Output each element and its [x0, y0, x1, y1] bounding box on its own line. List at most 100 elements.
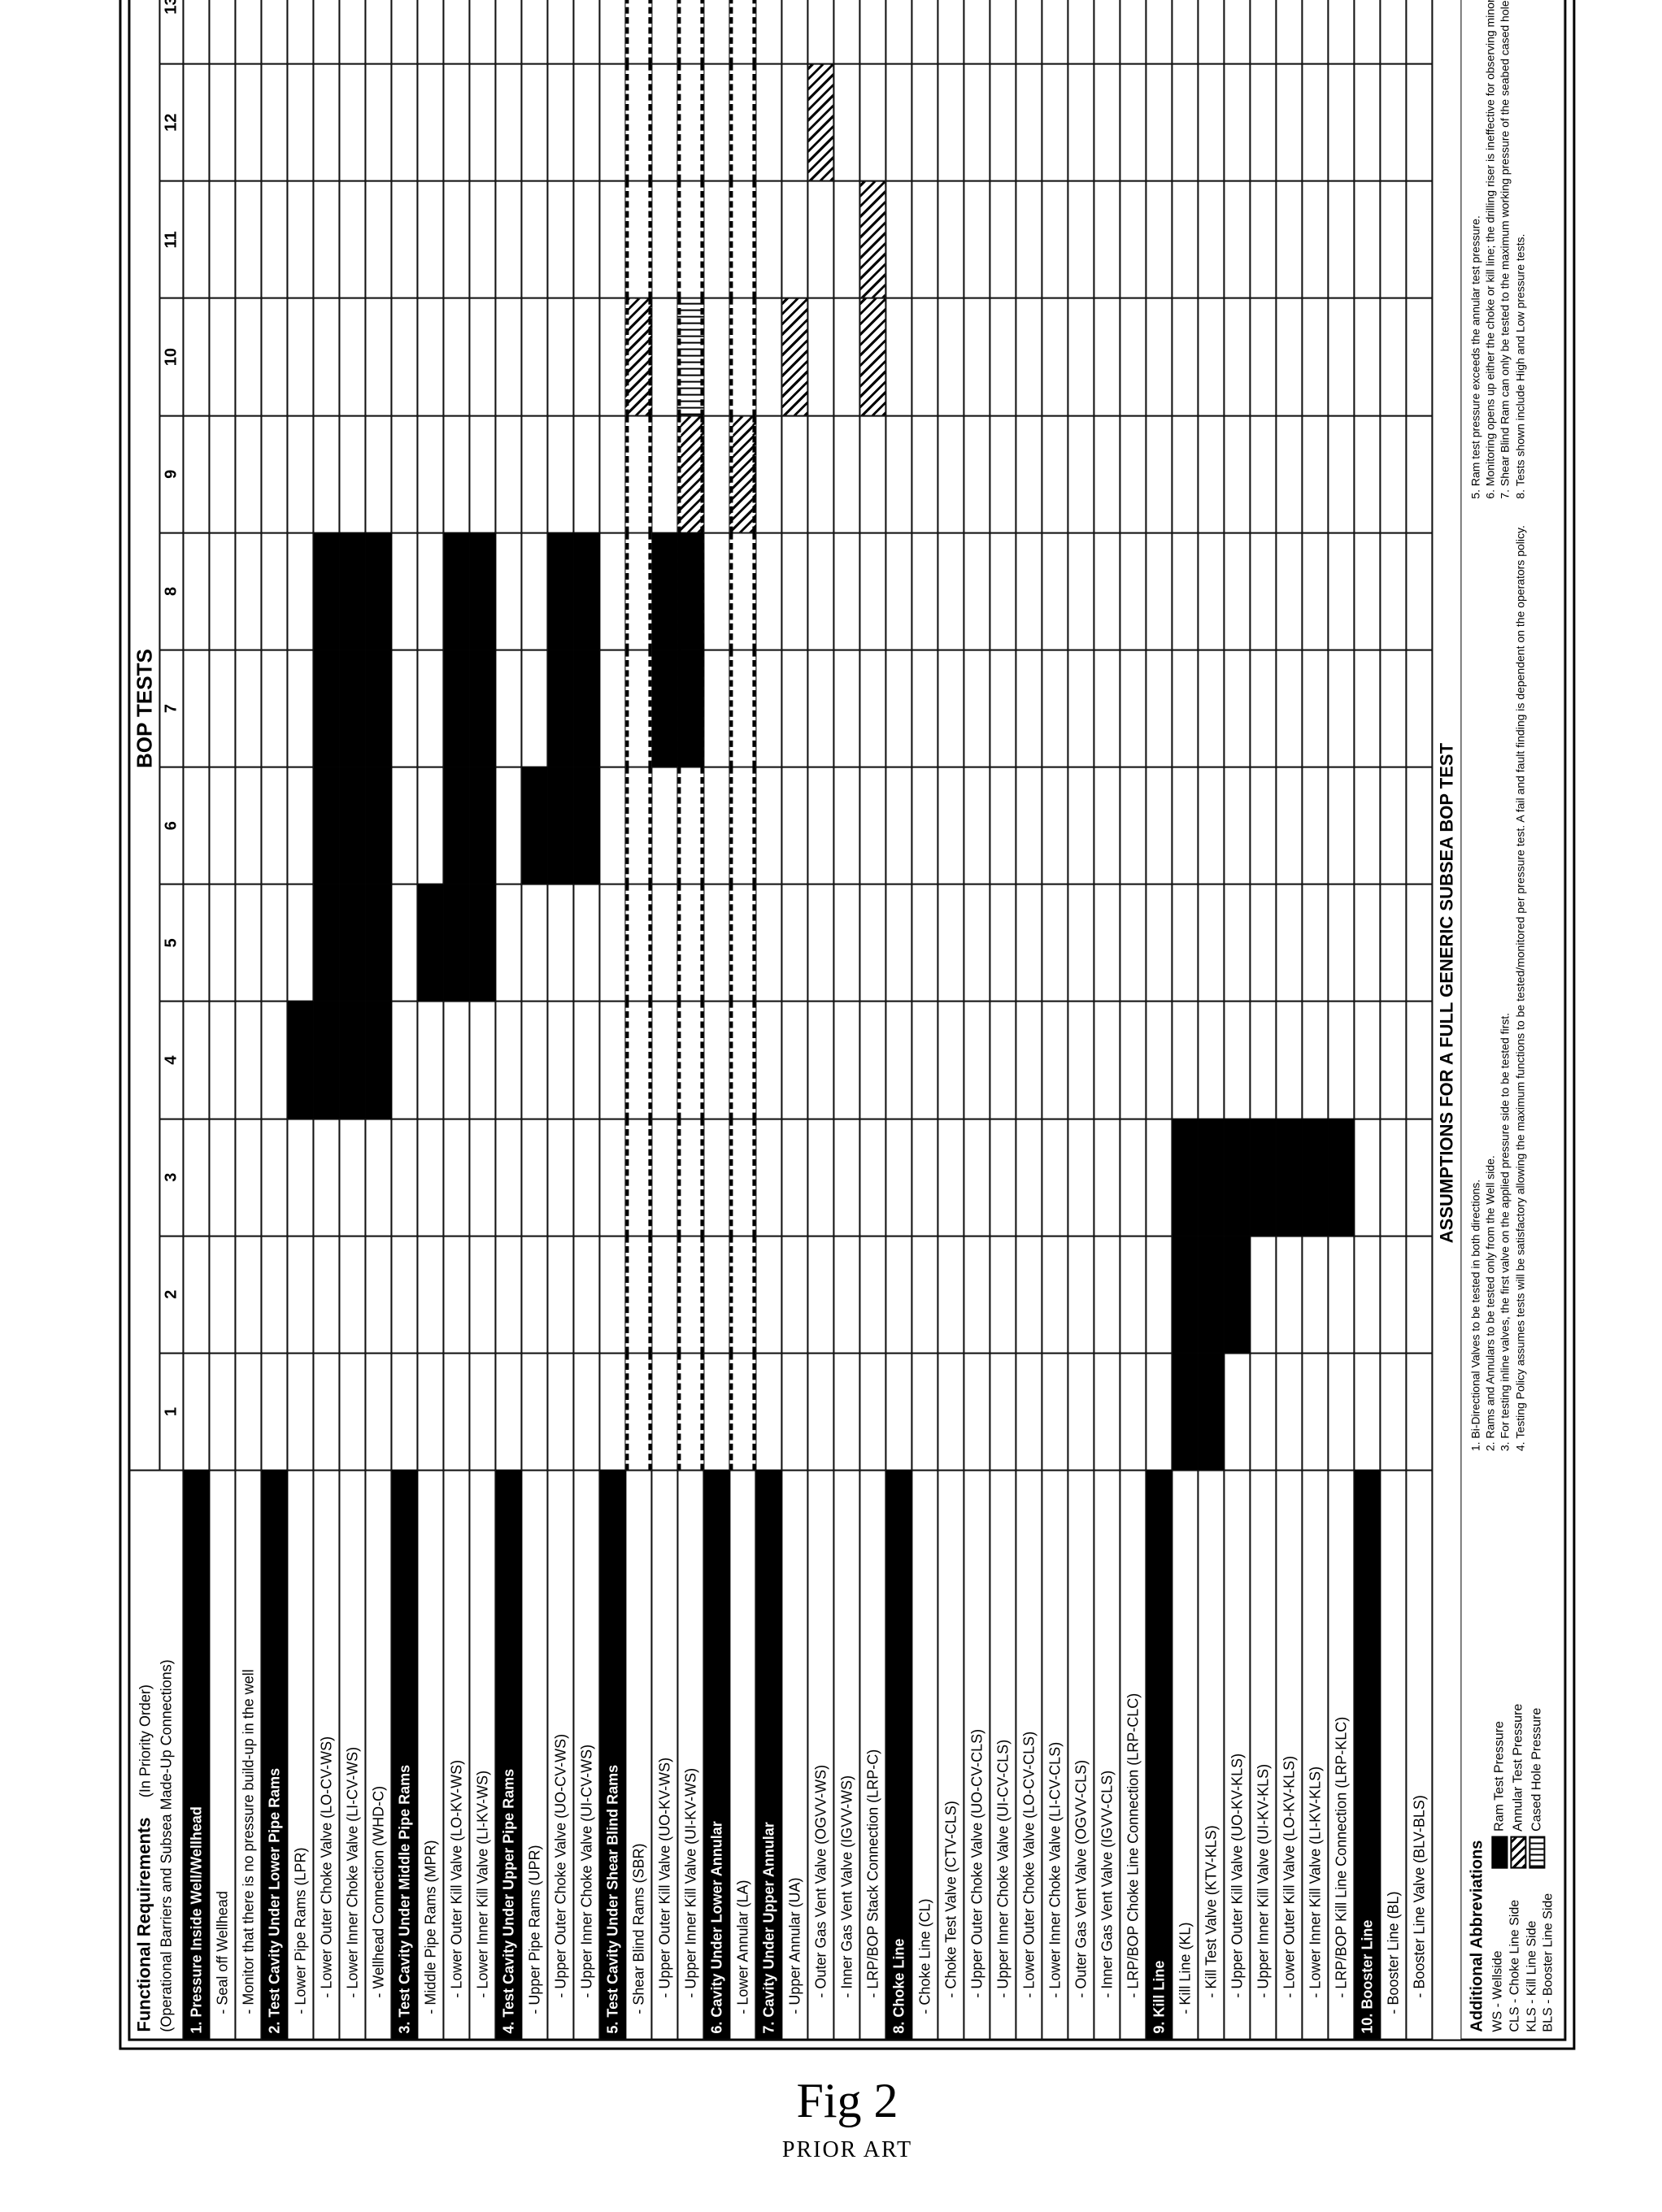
cell [391, 650, 417, 767]
cell [1406, 533, 1432, 650]
cell [1250, 1236, 1276, 1354]
cell [651, 1002, 677, 1119]
cell [1224, 650, 1250, 767]
cell [1380, 1236, 1406, 1354]
cell [938, 1002, 964, 1119]
cell [1120, 1002, 1146, 1119]
cell [183, 767, 209, 884]
cell [729, 1354, 755, 1471]
cell [625, 416, 651, 533]
cell [521, 1236, 547, 1354]
cell [495, 884, 521, 1002]
cell [209, 1002, 235, 1119]
table-row: - Seal off Wellhead [209, 0, 235, 2040]
cell [1406, 416, 1432, 533]
cell [1276, 533, 1302, 650]
row-label: - Lower Outer Kill Valve (LO-KV-WS) [443, 1471, 469, 2040]
row-cells [1016, 0, 1042, 1471]
row-cells [573, 0, 599, 1471]
cell [261, 416, 287, 533]
cell [1016, 884, 1042, 1002]
cell [495, 767, 521, 884]
table-row: - Lower Inner Choke Valve (LI-CV-WS) [339, 0, 365, 2040]
cell [287, 1354, 313, 1471]
note-item: For testing inline valves, the first val… [1498, 526, 1512, 1439]
row-cells [755, 0, 781, 1471]
cell [183, 533, 209, 650]
cell [443, 650, 469, 767]
cell [833, 1002, 859, 1119]
cell [833, 533, 859, 650]
cell [1328, 1354, 1354, 1471]
cell [1068, 181, 1094, 298]
cell [287, 1002, 313, 1119]
table-row: - LRP/BOP Kill Line Connection (LRP-KLC) [1328, 0, 1354, 2040]
cell [677, 1236, 703, 1354]
cell [729, 416, 755, 533]
cell [1094, 1354, 1120, 1471]
cell [1354, 0, 1380, 64]
cell [443, 1236, 469, 1354]
cell [183, 884, 209, 1002]
table-row: - Lower Inner Choke Valve (LI-CV-CLS) [1042, 0, 1068, 2040]
cell [1172, 533, 1198, 650]
cell [521, 298, 547, 415]
cell [703, 1119, 729, 1236]
cell [469, 767, 495, 884]
cell [1172, 1002, 1198, 1119]
cell [1120, 64, 1146, 181]
cell [1068, 1119, 1094, 1236]
cell [1198, 1236, 1224, 1354]
cell [1042, 416, 1068, 533]
cell [1198, 64, 1224, 181]
cell [781, 298, 807, 415]
cell [885, 64, 911, 181]
column-number: 10 [159, 298, 183, 415]
cell [521, 64, 547, 181]
section-header: 4. Test Cavity Under Upper Pipe Rams [495, 1471, 521, 2040]
cell [521, 533, 547, 650]
cell [1302, 298, 1328, 415]
table-row: - Middle Pipe Rams (MPR) [417, 0, 443, 2040]
cell [1042, 1002, 1068, 1119]
row-label: - Lower Inner Kill Valve (LI-KV-KLS) [1302, 1471, 1328, 2040]
cell [651, 533, 677, 650]
note-item: Rams and Annulars to be tested only from… [1483, 526, 1498, 1439]
cell [469, 1236, 495, 1354]
row-cells [313, 0, 339, 1471]
notes: Bi-Directional Valves to be tested in bo… [1468, 0, 1557, 1463]
cell [1198, 1354, 1224, 1471]
cell [964, 650, 990, 767]
cell [443, 181, 469, 298]
cell [235, 884, 261, 1002]
cell [964, 767, 990, 884]
cell [1224, 416, 1250, 533]
cell [833, 298, 859, 415]
cell [1016, 1236, 1042, 1354]
row-cells [781, 0, 807, 1471]
table-row: - Wellhead Connection (WHD-C) [365, 0, 391, 2040]
cell [573, 767, 599, 884]
row-cells [287, 0, 313, 1471]
cell [938, 1354, 964, 1471]
cell [1146, 64, 1172, 181]
cell [807, 884, 833, 1002]
cell [1094, 1002, 1120, 1119]
row-cells [1198, 0, 1224, 1471]
table-row: 9. Kill Line [1146, 0, 1172, 2040]
cell [1224, 884, 1250, 1002]
column-number: 6 [159, 767, 183, 884]
cell [1172, 650, 1198, 767]
legend-label: Annular Test Pressure [1510, 1704, 1527, 1832]
cell [235, 650, 261, 767]
cell [417, 1236, 443, 1354]
data-rows: 1. Pressure Inside Well/Wellhead- Seal o… [183, 0, 1432, 2040]
cell [1094, 767, 1120, 884]
note-item: Monitoring opens up either the choke or … [1483, 0, 1498, 487]
cell [1146, 1354, 1172, 1471]
table-row: - Lower Inner Kill Valve (LI-KV-KLS) [1302, 0, 1328, 2040]
column-number: 13 [159, 0, 183, 64]
section-header: 3. Test Cavity Under Middle Pipe Rams [391, 1471, 417, 2040]
row-label: - Monitor that there is no pressure buil… [235, 1471, 261, 2040]
cell [1172, 181, 1198, 298]
